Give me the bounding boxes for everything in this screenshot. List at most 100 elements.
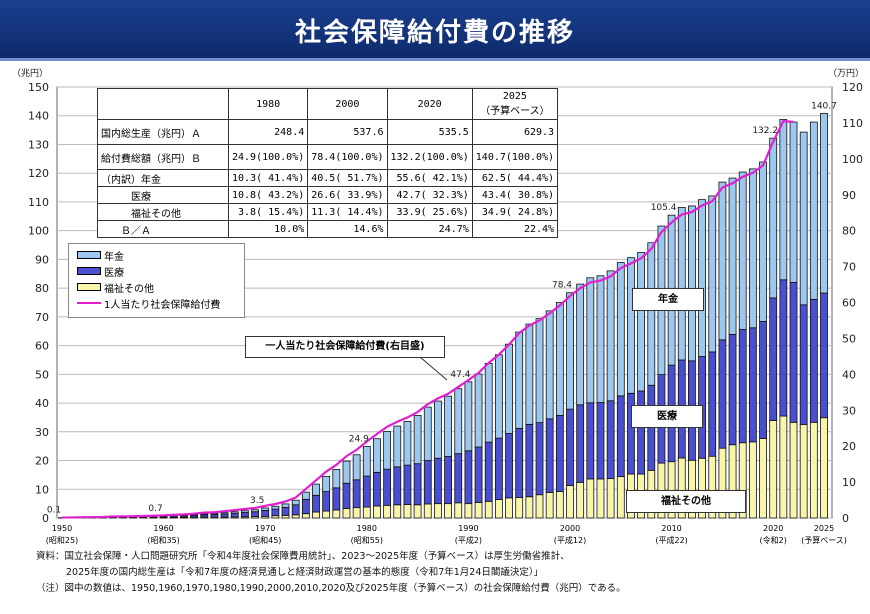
welfare-bar xyxy=(352,507,361,519)
pension-bar xyxy=(566,292,574,410)
page-title: 社会保障給付費の推移 xyxy=(294,18,575,48)
pension-bar xyxy=(606,270,615,402)
pension-bar xyxy=(281,503,290,508)
right-tick-label: 80 xyxy=(842,225,856,238)
welfare-bar xyxy=(606,478,615,519)
x-tick-sublabel: (昭和35) xyxy=(147,536,179,545)
x-tick-label: 1980 xyxy=(357,524,377,533)
x-tick-sublabel: (平成12) xyxy=(554,535,586,545)
table-row: 福祉その他 3.8( 15.4%) 11.3( 14.4%) 33.9( 25.6%)… xyxy=(97,203,559,221)
table-cell: 629.3 xyxy=(471,119,559,145)
medical-bar xyxy=(454,453,463,504)
welfare-bar xyxy=(596,478,605,519)
medical-bar xyxy=(352,479,361,509)
right-tick-label: 0 xyxy=(842,512,849,525)
medical-bar xyxy=(332,487,341,511)
pension-bar xyxy=(789,121,798,283)
footnotes: 資料：国立社会保障・人口問題研究所「令和4年度社会保障費用統計」、2023～20… xyxy=(36,549,626,597)
left-tick-label: 90 xyxy=(35,253,49,266)
x-tick-label: 1970 xyxy=(255,524,275,533)
left-tick-label: 130 xyxy=(28,138,49,151)
left-tick-label: 0 xyxy=(42,512,49,525)
pension-bar xyxy=(596,275,605,403)
table-cell: 33.9( 25.6%) xyxy=(386,203,473,221)
left-tick-label: 20 xyxy=(35,455,49,468)
title-bar: 社会保障給付費の推移 xyxy=(0,0,870,61)
left-tick-label: 120 xyxy=(28,167,49,180)
table-row: Ｂ／Ａ 10.0% 14.6% 24.7% 22.4% xyxy=(97,220,559,238)
pension-bar xyxy=(423,406,432,461)
pension-bar xyxy=(525,323,534,425)
pension-bar xyxy=(576,283,585,406)
pension-bar xyxy=(820,113,828,294)
medical-bar xyxy=(271,508,280,517)
pension-bar xyxy=(586,277,595,404)
welfare-bar xyxy=(423,503,432,519)
welfare-bar xyxy=(332,509,341,519)
pension-bar xyxy=(444,395,452,457)
medical-bar xyxy=(637,390,646,475)
table-cell: 3.8( 15.4%) xyxy=(227,203,309,221)
medical-bar xyxy=(474,446,483,503)
line-callout: 一人当たり社会保障給付費(右目盛) xyxy=(245,336,445,358)
medical-bar xyxy=(708,351,717,457)
legend-item-per-capita: 1人当たり社会保障給付費 xyxy=(77,295,244,311)
legend-label: 福祉その他 xyxy=(104,283,154,295)
welfare-bar xyxy=(586,478,595,519)
medical-bar xyxy=(606,400,615,480)
left-tick-label: 140 xyxy=(28,110,49,123)
legend-item-welfare: 福祉その他 xyxy=(77,279,244,295)
pension-bar xyxy=(627,257,635,394)
medical-bar xyxy=(423,460,432,505)
welfare-bar xyxy=(748,441,757,519)
left-tick-label: 50 xyxy=(35,368,49,381)
right-tick-label: 10 xyxy=(842,476,856,489)
table-cell: 14.6% xyxy=(307,220,388,238)
pension-bar xyxy=(342,460,351,484)
welfare-bar xyxy=(576,481,585,519)
legend-label: 年金 xyxy=(104,251,124,263)
medical-bar xyxy=(576,404,585,483)
table-header xyxy=(97,88,229,120)
table-cell: 140.7(100.0%) xyxy=(471,144,559,170)
right-tick-label: 90 xyxy=(842,189,856,202)
welfare-bar xyxy=(494,499,503,519)
medical-bar xyxy=(210,514,219,518)
pension-bar xyxy=(484,363,493,443)
medical-bar xyxy=(535,422,544,496)
table-cell: 55.6( 42.1%) xyxy=(386,169,473,187)
left-axis-unit: （兆円） xyxy=(12,69,49,79)
pension-bar xyxy=(322,475,331,492)
welfare-bar xyxy=(555,491,564,519)
table-cell: 535.5 xyxy=(386,119,473,145)
welfare-label: 福祉その他 xyxy=(626,490,746,513)
table-cell: 248.4 xyxy=(227,119,309,145)
welfare-bar xyxy=(789,421,798,519)
pension-bar xyxy=(809,121,818,300)
pension-bar xyxy=(647,242,656,386)
pension-bar xyxy=(220,512,229,515)
source-note: 資料：国立社会保障・人口問題研究所「令和4年度社会保障費用統計」、2023～20… xyxy=(36,551,570,562)
pension-bar xyxy=(200,513,209,516)
summary-table: 1980 2000 2020 2025 （予算ベース） 国内総生産（兆円）Ａ 248.4 5… xyxy=(97,88,559,238)
medical-bar xyxy=(820,292,828,419)
right-tick-label: 50 xyxy=(842,332,856,345)
left-tick-label: 70 xyxy=(35,311,49,324)
data-label: 0.1 xyxy=(47,506,61,516)
x-tick-label: 1990 xyxy=(458,524,478,533)
medical-bar xyxy=(261,510,270,517)
medical-bar xyxy=(494,437,503,501)
table-row: （内訳）年金 10.3( 41.4%) 40.5( 51.7%) 55.6( 42.1… xyxy=(97,169,559,187)
medical-bar xyxy=(809,298,818,423)
pension-bar xyxy=(759,161,767,322)
table-cell: 132.2(100.0%) xyxy=(386,144,473,170)
left-tick-label: 60 xyxy=(35,340,49,353)
data-label: 47.4 xyxy=(450,370,470,380)
welfare-bar xyxy=(413,504,422,519)
pension-bar xyxy=(728,177,737,335)
source-note-2: 2025年度の国内総生産は「令和7年度の経済見通しと経済財政運営の基本的態度（令… xyxy=(66,567,544,578)
pension-bar xyxy=(352,454,361,481)
table-cell: 43.4( 30.8%) xyxy=(471,186,559,204)
pension-bar xyxy=(545,310,554,420)
legend: 年金 医療 福祉その他 1人当たり社会保障給付費 xyxy=(68,243,245,318)
